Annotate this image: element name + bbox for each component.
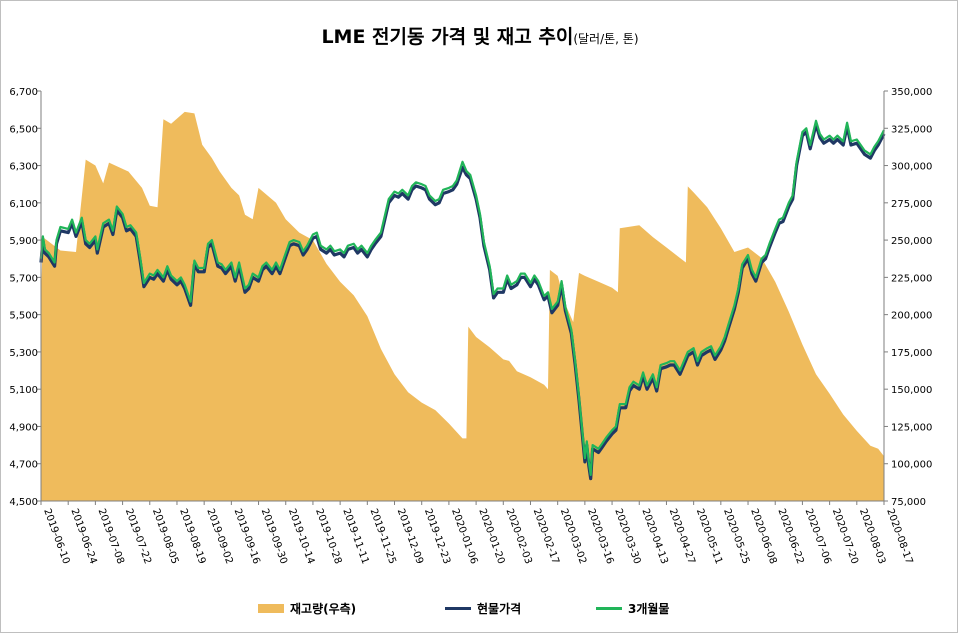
x-tick-label: 2019-08-19 <box>177 507 207 565</box>
left-tick-label: 4,900 <box>9 422 38 433</box>
legend-swatch-spot <box>445 607 471 610</box>
x-tick-label: 2019-09-02 <box>204 507 234 565</box>
legend-item-3m: 3개월물 <box>596 600 669 617</box>
legend-label-spot: 현물가격 <box>477 602 522 616</box>
legend-item-spot: 현물가격 <box>445 600 521 617</box>
left-tick-label: 6,500 <box>9 124 38 135</box>
x-tick-label: 2019-09-16 <box>232 507 262 565</box>
x-tick-label: 2019-11-11 <box>340 507 370 565</box>
legend-item-inventory: 재고량(우측) <box>258 600 356 617</box>
x-tick-label: 2020-05-25 <box>721 507 751 565</box>
three-month-price-line <box>39 119 885 476</box>
left-tick-label: 6,300 <box>9 162 38 173</box>
left-tick-label: 5,100 <box>9 385 38 396</box>
x-tick-label: 2020-03-02 <box>558 507 588 565</box>
x-tick-label: 2019-09-30 <box>259 507 289 565</box>
left-tick-label: 6,700 <box>9 87 38 98</box>
right-tick-label: 325,000 <box>891 124 932 135</box>
legend-swatch-inventory <box>258 604 284 613</box>
x-tick-label: 2020-07-06 <box>803 507 833 565</box>
x-tick-label: 2019-06-24 <box>68 507 98 565</box>
x-tick-label: 2019-07-22 <box>123 507 153 565</box>
right-tick-label: 125,000 <box>891 422 932 433</box>
right-tick-label: 275,000 <box>891 199 932 210</box>
right-tick-label: 75,000 <box>891 497 926 508</box>
x-tick-label: 2020-05-11 <box>694 507 724 565</box>
x-tick-label: 2020-02-03 <box>503 507 533 565</box>
left-tick-label: 5,900 <box>9 236 38 247</box>
x-tick-label: 2020-03-30 <box>612 507 642 565</box>
x-tick-label: 2019-10-28 <box>313 507 343 565</box>
x-tick-label: 2019-12-23 <box>422 507 452 565</box>
right-tick-label: 100,000 <box>891 460 932 471</box>
right-tick-label: 350,000 <box>891 87 932 98</box>
x-tick-label: 2020-06-08 <box>748 507 778 565</box>
x-tick-label: 2019-11-25 <box>368 507 398 565</box>
legend-label-3m: 3개월물 <box>628 602 670 616</box>
inventory-area <box>41 111 884 502</box>
right-tick-label: 225,000 <box>891 273 932 284</box>
right-tick-label: 300,000 <box>891 162 932 173</box>
legend: 재고량(우측) 현물가격 3개월물 <box>0 600 960 624</box>
x-tick-label: 2020-01-20 <box>476 507 506 565</box>
left-tick-label: 5,300 <box>9 348 38 359</box>
chart-title-unit: (달러/톤, 톤) <box>573 32 639 46</box>
right-tick-label: 150,000 <box>891 385 932 396</box>
left-tick-label: 6,100 <box>9 199 38 210</box>
chart-title: LME 전기동 가격 및 재고 추이(달러/톤, 톤) <box>0 22 960 49</box>
x-tick-label: 2019-07-08 <box>96 507 126 565</box>
left-tick-label: 4,700 <box>9 460 38 471</box>
left-tick-label: 5,500 <box>9 311 38 322</box>
right-tick-label: 250,000 <box>891 236 932 247</box>
left-tick-label: 4,500 <box>9 497 38 508</box>
x-tick-label: 2020-07-20 <box>830 507 860 565</box>
legend-label-inventory: 재고량(우측) <box>290 602 357 616</box>
x-tick-label: 2020-04-27 <box>667 507 697 565</box>
x-tick-label: 2020-06-22 <box>775 507 805 565</box>
inventory-area-layer <box>41 111 884 502</box>
right-tick-label: 175,000 <box>891 348 932 359</box>
x-tick-label: 2020-01-06 <box>449 507 479 565</box>
price-lines-layer <box>39 119 886 481</box>
x-tick-label: 2020-08-17 <box>884 507 914 565</box>
left-tick-label: 5,700 <box>9 273 38 284</box>
right-tick-label: 200,000 <box>891 311 932 322</box>
x-tick-label: 2019-06-10 <box>41 507 71 565</box>
chart-title-main: LME 전기동 가격 및 재고 추이 <box>321 26 574 48</box>
x-tick-label: 2019-10-14 <box>286 507 316 565</box>
x-tick-label: 2020-02-17 <box>531 507 561 565</box>
x-tick-label: 2020-03-16 <box>585 507 615 565</box>
x-tick-label: 2020-08-03 <box>857 507 887 565</box>
x-tick-label: 2020-04-13 <box>639 507 669 565</box>
x-tick-label: 2019-12-09 <box>395 507 425 565</box>
x-tick-label: 2019-08-05 <box>150 507 180 565</box>
legend-swatch-3m <box>596 607 622 610</box>
